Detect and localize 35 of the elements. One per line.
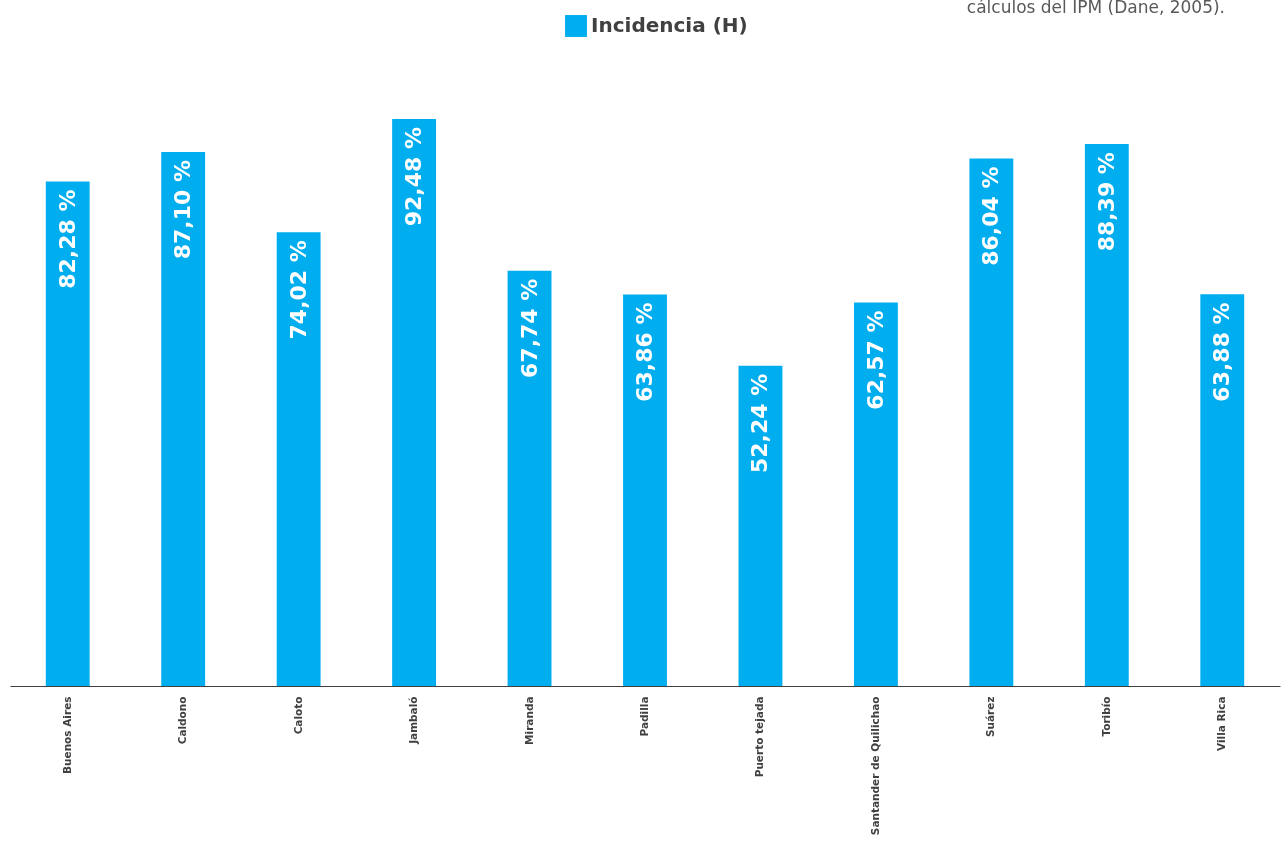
data-label: 63,88 %: [1209, 302, 1235, 402]
x-tick-label: Caloto: [291, 696, 304, 735]
bar: [623, 294, 667, 686]
bar: [276, 232, 321, 686]
x-tick-label: Puerto tejada: [753, 696, 766, 778]
bar: [507, 270, 552, 686]
bar: [853, 302, 898, 686]
x-tick-label: Villa Rica: [1215, 696, 1228, 751]
data-label: 87,10 %: [170, 159, 196, 260]
bar: [738, 365, 783, 686]
bar: [392, 119, 437, 686]
bar: [45, 181, 90, 686]
data-label: 52,24 %: [747, 373, 773, 474]
data-label: 62,57 %: [862, 310, 888, 410]
x-tick-label: Jambaló: [407, 696, 420, 745]
data-label: 74,02 %: [285, 240, 311, 340]
data-label: 63,86 %: [632, 302, 657, 402]
x-tick-label: Buenos Aires: [60, 696, 73, 774]
x-tick-label: Caldono: [176, 696, 189, 745]
legend-label: Incidencia (H): [591, 13, 748, 37]
data-label: 92,48 %: [401, 127, 427, 227]
text: cálculos del IPM (Dane, 2005).: [966, 0, 1225, 17]
x-tick-label: Santander de Quilichao: [868, 696, 881, 836]
bar: [1200, 294, 1245, 686]
data-label: 82,28 %: [54, 189, 80, 289]
data-label: 67,74 %: [516, 278, 542, 378]
x-tick-label: Padilla: [638, 696, 650, 737]
bar: [1084, 144, 1129, 686]
data-label: 86,04 %: [978, 166, 1004, 266]
x-tick-label: Suárez: [984, 696, 997, 738]
data-label: 88,39 %: [1093, 152, 1119, 252]
bar: [161, 151, 206, 686]
x-tick-label: Toribío: [1099, 696, 1112, 737]
x-tick-label: Miranda: [522, 696, 535, 745]
bar: [969, 158, 1014, 686]
